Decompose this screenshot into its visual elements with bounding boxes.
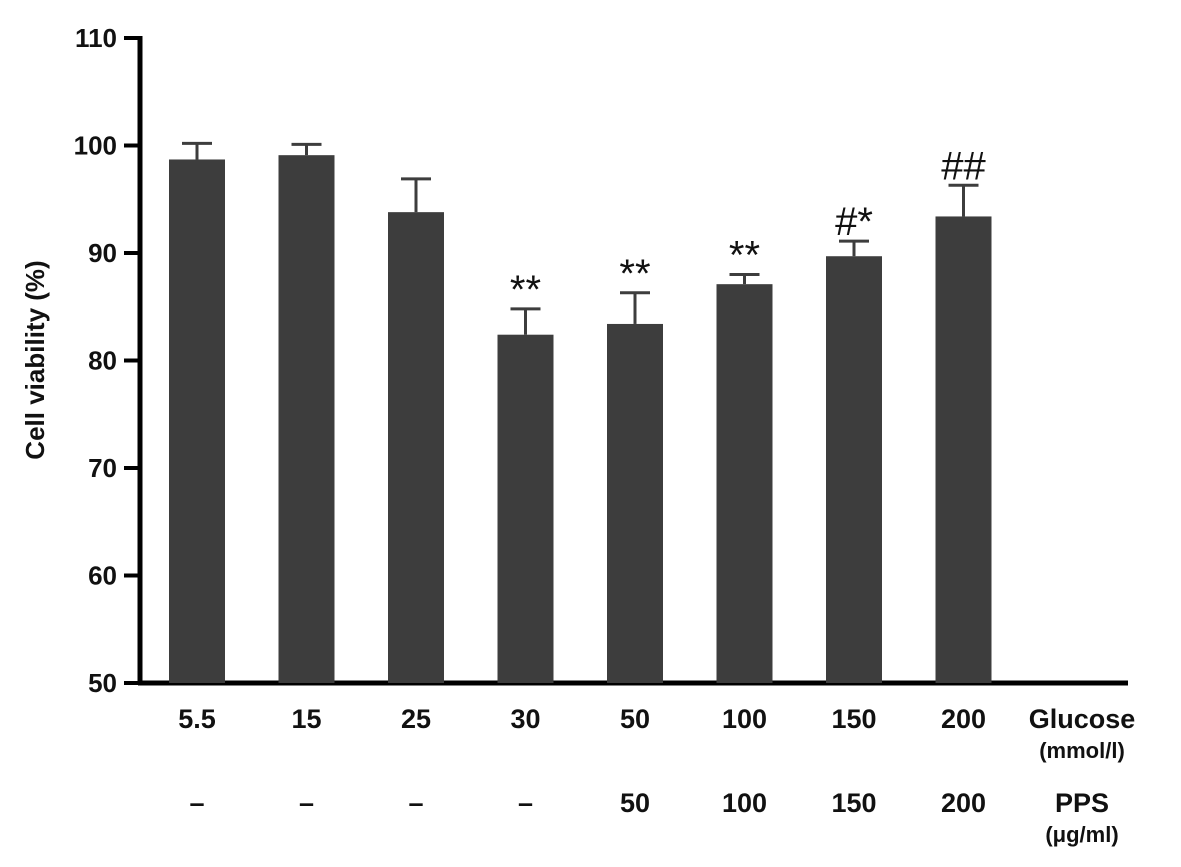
error-bar — [620, 291, 650, 324]
pps-row-title: PPS — [1055, 788, 1109, 818]
error-bar — [510, 307, 541, 335]
significance-marker: #* — [835, 200, 873, 244]
error-bars — [182, 141, 979, 335]
glucose-label: 50 — [620, 704, 650, 734]
bar — [716, 284, 773, 683]
significance-marker: ## — [941, 144, 986, 188]
y-tick-label: 90 — [88, 238, 117, 268]
bar — [169, 159, 225, 684]
y-tick-label: 50 — [88, 668, 117, 698]
pps-label: 50 — [620, 788, 650, 818]
significance-marker: ** — [510, 268, 541, 312]
bar — [607, 323, 663, 683]
y-tick-label: 110 — [75, 23, 117, 53]
glucose-row-unit: (mmol/l) — [1039, 738, 1125, 763]
y-ticks: 50 60 70 80 90 100 110 — [74, 23, 140, 698]
bar — [935, 216, 992, 683]
significance-marker: ** — [619, 252, 650, 296]
bar — [826, 256, 882, 683]
y-tick-label: 60 — [88, 561, 117, 591]
pps-label: – — [518, 788, 533, 818]
glucose-label: 25 — [401, 704, 431, 734]
pps-row-unit: (μg/ml) — [1045, 822, 1118, 847]
y-tick-label: 100 — [74, 131, 117, 161]
bar — [497, 334, 554, 683]
error-bar — [839, 239, 869, 257]
pps-label: – — [189, 788, 204, 818]
glucose-label: 15 — [291, 704, 321, 734]
glucose-label: 100 — [722, 704, 767, 734]
glucose-row-title: Glucose — [1029, 704, 1136, 734]
pps-label: – — [299, 788, 314, 818]
glucose-label: 30 — [510, 704, 540, 734]
error-bar — [182, 141, 212, 160]
error-bar — [729, 273, 760, 285]
glucose-row: 5.5 15 25 30 50 100 150 200 — [178, 704, 986, 734]
bar — [278, 155, 335, 684]
error-bar — [401, 177, 431, 213]
glucose-label: 200 — [941, 704, 986, 734]
error-bar — [291, 142, 322, 156]
error-bar — [948, 183, 979, 217]
y-tick-label: 70 — [88, 453, 117, 483]
pps-label: – — [408, 788, 423, 818]
bar — [388, 212, 444, 683]
y-axis-label: Cell viability (%) — [20, 260, 50, 459]
pps-label: 100 — [722, 788, 767, 818]
y-tick-label: 80 — [88, 346, 117, 376]
pps-label: 200 — [941, 788, 986, 818]
glucose-label: 150 — [831, 704, 876, 734]
significance-markers: ** ** ** #* ## — [510, 144, 987, 312]
glucose-label: 5.5 — [178, 704, 216, 734]
bars — [169, 155, 992, 684]
significance-marker: ** — [729, 234, 760, 278]
pps-label: 150 — [831, 788, 876, 818]
pps-row: – – – – 50 100 150 200 — [189, 788, 986, 818]
